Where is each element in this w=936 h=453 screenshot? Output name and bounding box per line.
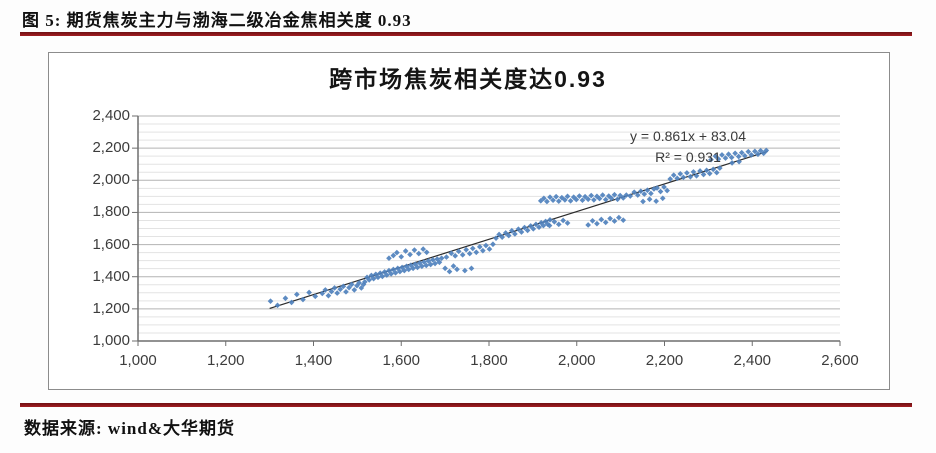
y-tick-label: 1,200 xyxy=(92,299,130,317)
y-tick-label: 2,200 xyxy=(92,139,130,157)
x-tick-label: 2,200 xyxy=(645,352,684,369)
x-tick-label: 1,200 xyxy=(206,352,245,369)
data-source-note: 数据来源: wind&大华期货 xyxy=(24,419,235,438)
x-tick-label: 1,800 xyxy=(470,352,508,369)
y-tick-label: 1,400 xyxy=(92,267,130,285)
y-tick-label: 1,600 xyxy=(92,235,130,253)
header-divider xyxy=(20,32,912,36)
figure-caption: 图 5: 期货焦炭主力与渤海二级冶金焦相关度 0.93 xyxy=(22,11,412,30)
y-tick-label: 1,000 xyxy=(92,332,130,349)
x-tick-label: 1,000 xyxy=(119,352,157,369)
x-tick-label: 2,400 xyxy=(733,352,772,369)
equation-line: y = 0.861x + 83.04 xyxy=(630,128,746,144)
footer-divider xyxy=(20,403,912,407)
x-tick-label: 2,600 xyxy=(821,352,859,369)
trendline-equation: y = 0.861x + 83.04 R² = 0.931 xyxy=(568,126,808,168)
x-tick-label: 1,600 xyxy=(382,352,421,369)
scatter-plot xyxy=(132,115,841,346)
chart-title: 跨市场焦炭相关度达0.93 xyxy=(329,66,607,92)
r-squared-line: R² = 0.931 xyxy=(655,149,721,165)
x-tick-label: 1,400 xyxy=(294,352,333,369)
y-tick-label: 1,800 xyxy=(92,203,130,221)
plot-area: y = 0.861x + 83.04 R² = 0.931 xyxy=(132,115,841,346)
chart-frame xyxy=(48,52,890,390)
y-tick-label: 2,400 xyxy=(92,107,130,124)
x-tick-label: 2,000 xyxy=(557,352,596,369)
y-tick-label: 2,000 xyxy=(92,171,130,189)
